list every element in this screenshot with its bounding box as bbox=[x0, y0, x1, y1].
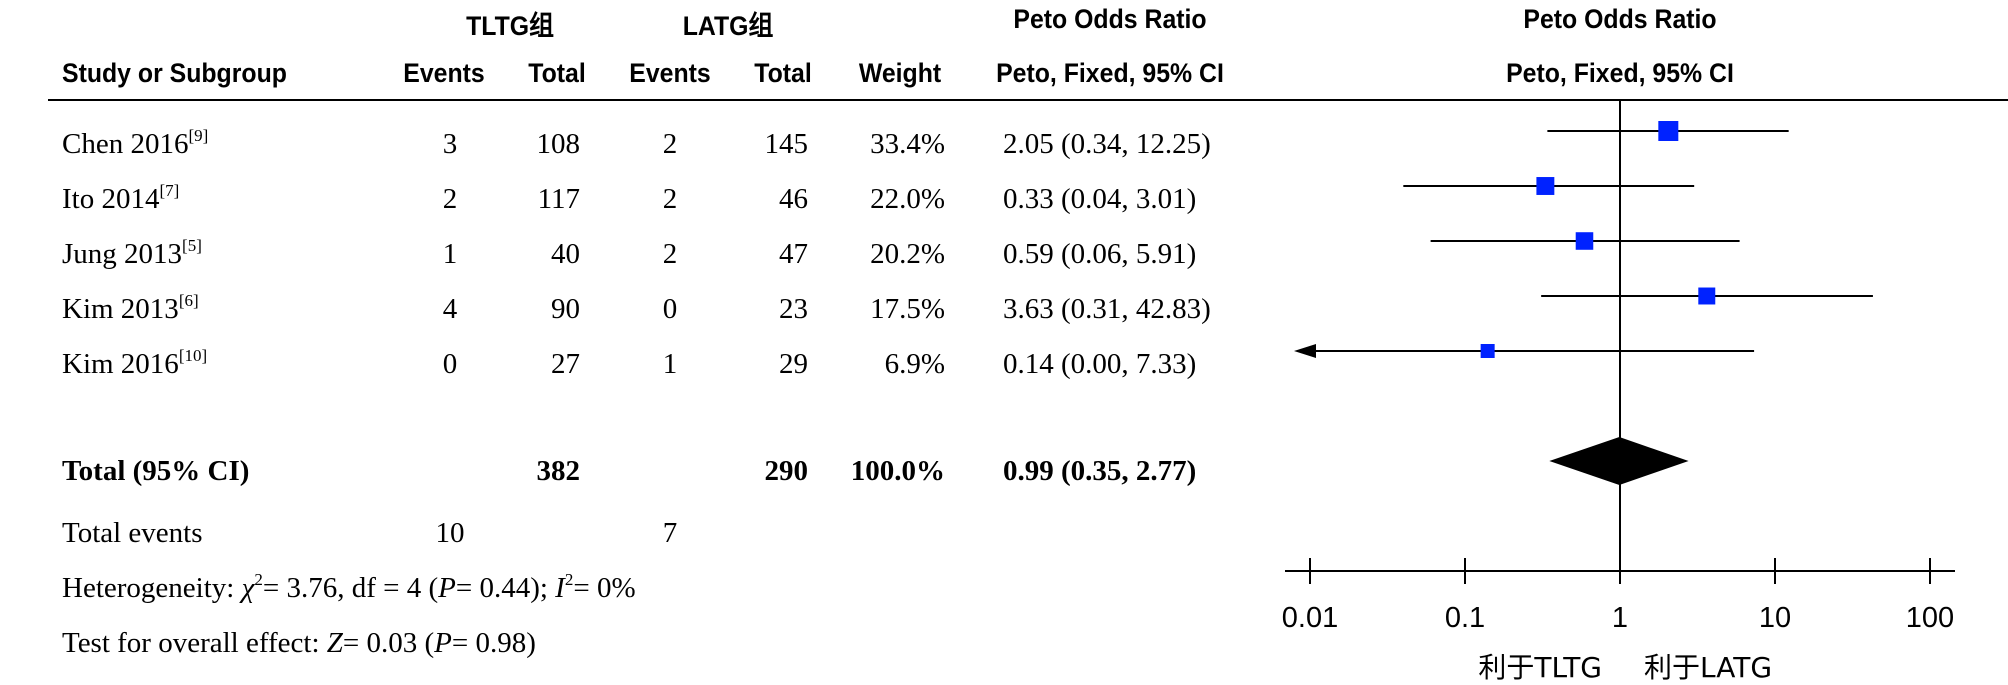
column-header-study: Study or Subgroup bbox=[62, 58, 287, 88]
header-rule bbox=[48, 99, 2008, 101]
tltg-events: 1 bbox=[442, 238, 458, 270]
latg-events: 2 bbox=[662, 238, 678, 270]
group-header-tltg: TLTG组 bbox=[466, 11, 554, 41]
latg-total: 23 bbox=[779, 293, 808, 325]
total-label: Total (95% CI) bbox=[62, 455, 250, 487]
tltg-events: 3 bbox=[442, 128, 458, 160]
latg-events: 2 bbox=[662, 183, 678, 215]
total-tltg: 382 bbox=[536, 455, 581, 487]
study-name: Ito 2014[7] bbox=[62, 181, 180, 215]
total-events-label: Total events bbox=[62, 517, 203, 549]
tltg-events: 4 bbox=[442, 293, 458, 325]
plot-header-title: Peto Odds Ratio bbox=[1523, 4, 1717, 34]
latg-events: 2 bbox=[662, 128, 678, 160]
tltg-events: 0 bbox=[442, 348, 458, 380]
effect-square bbox=[1480, 344, 1495, 358]
favours-right-label: 利于LATG bbox=[1644, 651, 1772, 684]
heterogeneity-text: Heterogeneity: χ2= 3.76, df = 4 (P= 0.44… bbox=[62, 570, 636, 604]
x-tick-label: 0.1 bbox=[1445, 602, 1485, 634]
effect-ci: 3.63 (0.31, 42.83) bbox=[1003, 293, 1211, 325]
x-tick-label: 10 bbox=[1759, 602, 1791, 634]
tltg-total: 90 bbox=[551, 293, 580, 325]
latg-total: 29 bbox=[779, 348, 808, 380]
study-name: Kim 2016[10] bbox=[62, 346, 208, 380]
latg-total: 47 bbox=[779, 238, 808, 270]
latg-total: 145 bbox=[764, 128, 809, 160]
x-tick-label: 1 bbox=[1612, 602, 1628, 634]
effect-square bbox=[1536, 177, 1555, 195]
effect-ci: 0.33 (0.04, 3.01) bbox=[1003, 183, 1197, 215]
column-header-latg-total: Total bbox=[754, 58, 812, 88]
effect-ci: 0.14 (0.00, 7.33) bbox=[1003, 348, 1197, 380]
column-header-tltg-events: Events bbox=[403, 58, 485, 88]
ci-arrow bbox=[1294, 344, 1316, 358]
latg-events: 0 bbox=[662, 293, 678, 325]
weight: 20.2% bbox=[870, 238, 945, 270]
column-header-tltg-total: Total bbox=[528, 58, 586, 88]
study-name: Kim 2013[6] bbox=[62, 291, 199, 325]
total-weight: 100.0% bbox=[850, 455, 945, 487]
effect-header-title: Peto Odds Ratio bbox=[1013, 4, 1207, 34]
total-ci: 0.99 (0.35, 2.77) bbox=[1003, 455, 1197, 487]
weight: 17.5% bbox=[870, 293, 945, 325]
effect-square bbox=[1658, 121, 1679, 141]
pooled-diamond bbox=[1549, 437, 1689, 485]
plot-header-method: Peto, Fixed, 95% CI bbox=[1506, 58, 1734, 88]
column-header-effect-method: Peto, Fixed, 95% CI bbox=[996, 58, 1224, 88]
tltg-total: 117 bbox=[537, 183, 580, 215]
effect-ci: 2.05 (0.34, 12.25) bbox=[1003, 128, 1211, 160]
weight: 6.9% bbox=[884, 348, 945, 380]
latg-events: 1 bbox=[662, 348, 678, 380]
column-header-latg-events: Events bbox=[629, 58, 711, 88]
study-name: Chen 2016[9] bbox=[62, 126, 209, 160]
favours-left-label: 利于TLTG bbox=[1478, 651, 1602, 684]
latg-total: 46 bbox=[779, 183, 808, 215]
tltg-total: 108 bbox=[536, 128, 581, 160]
study-name: Jung 2013[5] bbox=[62, 236, 202, 270]
effect-square bbox=[1698, 287, 1716, 305]
effect-square bbox=[1575, 232, 1594, 250]
overall-effect-text: Test for overall effect: Z= 0.03 (P= 0.9… bbox=[62, 627, 536, 659]
group-header-latg: LATG组 bbox=[682, 11, 774, 41]
total-events-tltg: 10 bbox=[435, 517, 465, 549]
tltg-total: 40 bbox=[551, 238, 580, 270]
tltg-events: 2 bbox=[442, 183, 458, 215]
total-latg: 290 bbox=[764, 455, 809, 487]
weight: 33.4% bbox=[870, 128, 945, 160]
x-tick-label: 100 bbox=[1906, 602, 1954, 634]
x-tick-label: 0.01 bbox=[1282, 602, 1338, 634]
total-events-latg: 7 bbox=[662, 517, 678, 549]
weight: 22.0% bbox=[870, 183, 945, 215]
effect-ci: 0.59 (0.06, 5.91) bbox=[1003, 238, 1197, 270]
tltg-total: 27 bbox=[551, 348, 580, 380]
column-header-weight: Weight bbox=[858, 58, 942, 88]
